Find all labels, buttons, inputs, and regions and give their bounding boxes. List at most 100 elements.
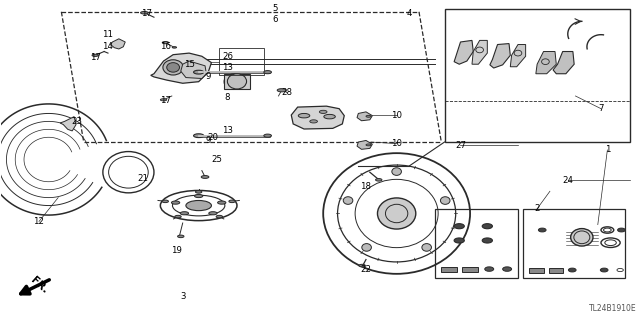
Ellipse shape [392,168,401,175]
Ellipse shape [440,197,450,204]
Text: 28: 28 [282,88,292,97]
Ellipse shape [482,224,492,229]
Text: 7: 7 [598,104,604,113]
Ellipse shape [167,63,179,72]
Text: 17: 17 [90,53,100,62]
Ellipse shape [422,244,431,251]
Polygon shape [357,112,372,121]
Ellipse shape [218,201,226,204]
Bar [224,74,250,89]
Ellipse shape [163,41,169,44]
Polygon shape [357,140,372,149]
Bar [442,267,458,272]
Polygon shape [490,44,510,68]
Text: 22: 22 [360,264,371,274]
Ellipse shape [343,197,353,204]
Text: 27: 27 [455,141,466,150]
Bar [529,268,543,273]
Ellipse shape [209,212,217,215]
Ellipse shape [162,200,168,203]
Text: 24: 24 [563,176,573,185]
Text: 23: 23 [72,117,83,126]
Ellipse shape [193,134,204,137]
Text: 20: 20 [207,133,218,142]
Bar [523,209,625,278]
Text: 15: 15 [184,60,195,69]
Ellipse shape [298,114,310,118]
Ellipse shape [163,60,183,75]
Text: 8: 8 [225,93,230,102]
Text: 5: 5 [273,4,278,13]
Polygon shape [180,61,206,78]
Ellipse shape [172,47,177,48]
Text: 18: 18 [360,182,371,191]
Ellipse shape [324,115,335,119]
Text: 21: 21 [137,174,148,183]
Bar [462,267,477,272]
Ellipse shape [193,70,204,74]
Polygon shape [151,53,211,83]
Ellipse shape [201,175,209,178]
Ellipse shape [502,267,511,271]
Text: 14: 14 [102,42,113,51]
Text: 2: 2 [534,204,540,213]
Ellipse shape [277,89,286,92]
Polygon shape [536,51,556,74]
Text: 9: 9 [205,136,211,145]
Text: 16: 16 [160,42,171,51]
Ellipse shape [141,11,148,14]
Ellipse shape [618,228,625,232]
Polygon shape [60,117,76,131]
Bar [445,9,630,142]
Text: 17: 17 [160,96,171,105]
Text: 13: 13 [222,63,233,72]
Ellipse shape [195,195,203,197]
Ellipse shape [378,198,416,229]
Ellipse shape [366,115,371,117]
Ellipse shape [180,212,189,215]
Text: 13: 13 [222,126,233,135]
Ellipse shape [195,191,202,193]
Ellipse shape [482,238,492,243]
Text: 4: 4 [406,9,412,18]
Text: FR.: FR. [28,275,49,295]
Ellipse shape [568,268,576,272]
Text: 26: 26 [222,52,233,61]
Polygon shape [111,39,125,49]
Polygon shape [454,41,473,64]
Text: 17: 17 [141,9,152,18]
Ellipse shape [177,235,184,238]
Ellipse shape [175,215,181,218]
Text: 9: 9 [205,72,211,81]
Ellipse shape [186,200,211,211]
Ellipse shape [359,264,365,267]
Text: 12: 12 [33,217,45,226]
Polygon shape [472,41,487,64]
Bar [219,48,264,75]
Text: 10: 10 [391,111,402,120]
Ellipse shape [538,228,546,232]
Ellipse shape [600,268,608,272]
Ellipse shape [376,179,382,181]
Ellipse shape [92,54,99,56]
Ellipse shape [454,224,465,229]
Text: 25: 25 [211,155,222,164]
Ellipse shape [264,70,271,74]
Ellipse shape [172,201,180,204]
Ellipse shape [229,200,236,203]
Ellipse shape [362,244,371,251]
Ellipse shape [366,144,371,146]
Polygon shape [291,106,344,129]
Text: 1: 1 [605,145,610,154]
Text: TL24B1910E: TL24B1910E [589,304,636,313]
Text: 3: 3 [180,292,186,300]
Ellipse shape [571,229,593,246]
Ellipse shape [484,267,493,271]
Text: 6: 6 [273,15,278,24]
Bar [548,268,563,273]
Ellipse shape [216,215,223,218]
Text: 11: 11 [102,30,113,39]
Ellipse shape [227,74,246,89]
Ellipse shape [310,120,317,123]
Ellipse shape [319,110,327,114]
